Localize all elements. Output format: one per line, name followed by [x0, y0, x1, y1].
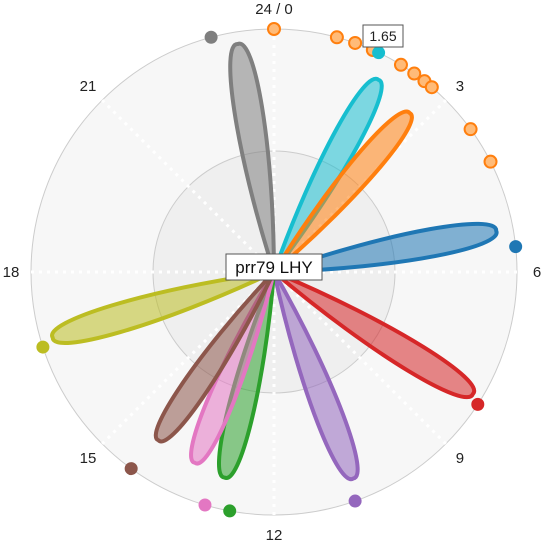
petals	[50, 41, 499, 482]
petal	[153, 270, 276, 444]
petal	[272, 109, 414, 274]
tick-label: 3	[456, 78, 464, 95]
rim-marker	[223, 504, 237, 518]
rim-marker	[509, 240, 523, 254]
value-label: 1.65	[362, 24, 404, 48]
tick-label: 6	[533, 264, 541, 281]
tick-label: 9	[456, 450, 464, 467]
rim-marker	[463, 122, 478, 137]
rim-marker	[267, 22, 281, 36]
rim-marker	[198, 498, 212, 512]
rim-marker	[348, 35, 363, 50]
tick-label: 12	[266, 527, 283, 544]
rim-marker	[348, 494, 362, 508]
rim-marker	[36, 340, 50, 354]
tick-label: 18	[3, 264, 20, 281]
tick-label: 15	[80, 450, 97, 467]
center-label-text: prr79 LHY	[235, 258, 312, 277]
center-label-box	[225, 253, 323, 281]
rim-marker	[372, 46, 386, 60]
rim-marker	[329, 30, 344, 45]
petal	[50, 270, 276, 345]
value-label-box	[362, 24, 404, 48]
spoke-line	[272, 270, 447, 445]
spoke-line	[101, 99, 276, 274]
rim-marker	[393, 57, 408, 72]
angular-tick-labels: 24 / 0 3 6 9 12 15 18 21	[3, 1, 542, 544]
tick-label: 21	[80, 78, 97, 95]
rim-marker	[407, 66, 422, 81]
rim-marker	[124, 462, 138, 476]
center-label: prr79 LHY	[225, 253, 323, 281]
rim-marker	[471, 397, 485, 411]
petal	[272, 221, 499, 274]
petal	[228, 41, 276, 274]
rim-marker	[204, 30, 218, 44]
value-label-text: 1.65	[369, 28, 396, 44]
petal	[272, 270, 360, 482]
tick-label: 24 / 0	[255, 1, 293, 18]
rim-markers	[36, 22, 523, 518]
rim-marker	[483, 154, 498, 169]
rim-marker	[424, 80, 439, 95]
petal	[272, 270, 477, 400]
